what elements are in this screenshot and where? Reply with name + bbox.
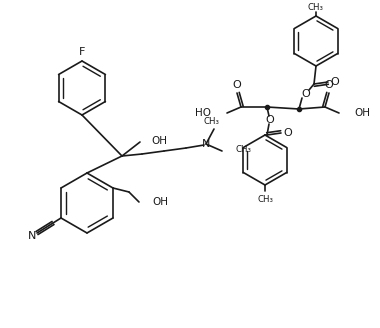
Text: CH₃: CH₃ <box>308 3 324 11</box>
Text: F: F <box>79 47 85 57</box>
Text: OH: OH <box>354 108 370 118</box>
Text: N: N <box>202 139 210 149</box>
Text: OH: OH <box>151 136 167 146</box>
Text: CH₃: CH₃ <box>236 146 252 154</box>
Text: HO: HO <box>195 108 211 118</box>
Text: O: O <box>283 128 292 138</box>
Text: CH₃: CH₃ <box>204 116 220 126</box>
Text: O: O <box>331 77 339 87</box>
Text: OH: OH <box>152 197 168 207</box>
Text: O: O <box>302 89 310 99</box>
Text: O: O <box>233 80 241 90</box>
Text: CH₃: CH₃ <box>257 195 273 203</box>
Text: O: O <box>266 115 274 125</box>
Text: N: N <box>28 231 36 241</box>
Text: O: O <box>325 80 333 90</box>
